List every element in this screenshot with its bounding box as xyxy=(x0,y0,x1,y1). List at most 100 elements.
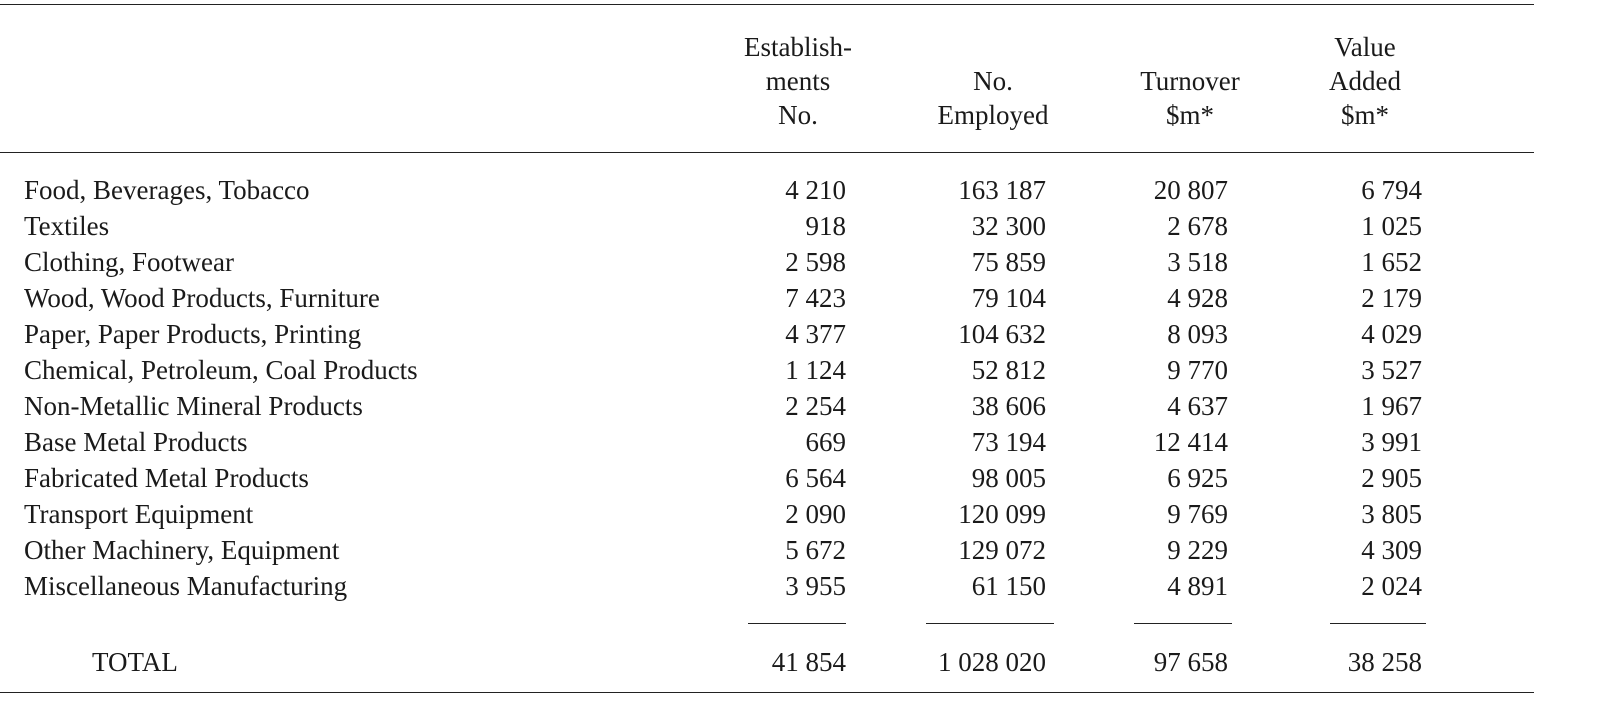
table-row: Non-Metallic Mineral Products 2 254 38 6… xyxy=(0,388,1534,424)
table-row: Food, Beverages, Tobacco 4 210 163 187 2… xyxy=(0,172,1534,208)
table-row: Chemical, Petroleum, Coal Products 1 124… xyxy=(0,352,1534,388)
turnover-cell: 9 770 xyxy=(1167,355,1228,385)
header-turnover-line-2: $m* xyxy=(1165,100,1214,130)
row-label: Fabricated Metal Products xyxy=(24,463,309,493)
value-added-cell: 1 967 xyxy=(1361,391,1422,421)
establishments-cell: 3 955 xyxy=(785,571,846,601)
value-added-cell: 1 652 xyxy=(1361,247,1422,277)
employed-cell: 79 104 xyxy=(971,283,1046,313)
total-value-added: 38 258 xyxy=(1347,647,1422,677)
header-value-added: Value Added $m* xyxy=(1300,30,1430,132)
header-establishments-line-1: Establish- xyxy=(744,32,852,62)
establishments-cell: 6 564 xyxy=(785,463,846,493)
value-added-cell: 2 905 xyxy=(1361,463,1422,493)
table-row: Clothing, Footwear 2 598 75 859 3 518 1 … xyxy=(0,244,1534,280)
value-added-cell: 3 991 xyxy=(1361,427,1422,457)
employed-cell: 120 099 xyxy=(958,499,1046,529)
employed-cell: 38 606 xyxy=(971,391,1046,421)
value-added-cell: 1 025 xyxy=(1361,211,1422,241)
establishments-cell: 4 377 xyxy=(785,319,846,349)
row-label: Chemical, Petroleum, Coal Products xyxy=(24,355,418,385)
header-establishments-line-2: ments xyxy=(765,66,831,96)
value-added-cell: 3 805 xyxy=(1361,499,1422,529)
employed-cell: 32 300 xyxy=(971,211,1046,241)
total-establishments: 41 854 xyxy=(771,647,846,677)
row-label: Non-Metallic Mineral Products xyxy=(24,391,363,421)
turnover-cell: 4 637 xyxy=(1167,391,1228,421)
row-label: Textiles xyxy=(24,211,110,241)
row-label: Base Metal Products xyxy=(24,427,248,457)
row-label: Wood, Wood Products, Furniture xyxy=(24,283,380,313)
top-rule xyxy=(0,4,1534,5)
value-added-sum-rule xyxy=(1330,623,1426,624)
turnover-cell: 9 229 xyxy=(1167,535,1228,565)
total-row: TOTAL 41 854 1 028 020 97 658 38 258 xyxy=(0,644,1534,680)
row-label: Miscellaneous Manufacturing xyxy=(24,571,348,601)
turnover-cell: 3 518 xyxy=(1167,247,1228,277)
turnover-cell: 8 093 xyxy=(1167,319,1228,349)
value-added-cell: 4 309 xyxy=(1361,535,1422,565)
establishments-cell: 2 090 xyxy=(785,499,846,529)
employed-cell: 98 005 xyxy=(971,463,1046,493)
employed-cell: 52 812 xyxy=(971,355,1046,385)
row-label: Clothing, Footwear xyxy=(24,247,234,277)
header-value-added-line-1: Value xyxy=(1334,32,1396,62)
total-employed: 1 028 020 xyxy=(938,647,1046,677)
table-row: Base Metal Products 669 73 194 12 414 3 … xyxy=(0,424,1534,460)
header-turnover-line-1: Turnover xyxy=(1140,66,1240,96)
turnover-cell: 2 678 xyxy=(1167,211,1228,241)
header-employed-line-1: No. xyxy=(973,66,1013,96)
establishments-cell: 5 672 xyxy=(785,535,846,565)
table-row: Fabricated Metal Products 6 564 98 005 6… xyxy=(0,460,1534,496)
establishments-sum-rule xyxy=(748,623,846,624)
employed-cell: 104 632 xyxy=(958,319,1046,349)
row-label: Food, Beverages, Tobacco xyxy=(24,175,310,205)
establishments-cell: 918 xyxy=(805,211,847,241)
row-label: Transport Equipment xyxy=(24,499,254,529)
value-added-cell: 2 179 xyxy=(1361,283,1422,313)
employed-cell: 75 859 xyxy=(971,247,1046,277)
establishments-cell: 669 xyxy=(805,427,847,457)
header-value-added-line-2: Added xyxy=(1329,66,1401,96)
value-added-cell: 4 029 xyxy=(1361,319,1422,349)
establishments-cell: 4 210 xyxy=(785,175,846,205)
employed-sum-rule xyxy=(926,623,1054,624)
value-added-cell: 3 527 xyxy=(1361,355,1422,385)
bottom-rule xyxy=(0,692,1534,693)
row-label: Paper, Paper Products, Printing xyxy=(24,319,362,349)
header-employed-line-2: Employed xyxy=(937,100,1049,130)
table-row: Textiles 918 32 300 2 678 1 025 xyxy=(0,208,1534,244)
turnover-cell: 9 769 xyxy=(1167,499,1228,529)
turnover-cell: 6 925 xyxy=(1167,463,1228,493)
establishments-cell: 1 124 xyxy=(785,355,846,385)
header-establishments-line-3: No. xyxy=(778,100,818,130)
establishments-cell: 2 254 xyxy=(785,391,846,421)
turnover-cell: 4 891 xyxy=(1167,571,1228,601)
table-row: Paper, Paper Products, Printing 4 377 10… xyxy=(0,316,1534,352)
header-rule xyxy=(0,152,1534,153)
employed-cell: 129 072 xyxy=(958,535,1046,565)
header-employed: No. Employed xyxy=(908,64,1078,132)
turnover-cell: 4 928 xyxy=(1167,283,1228,313)
establishments-cell: 2 598 xyxy=(785,247,846,277)
total-turnover: 97 658 xyxy=(1153,647,1228,677)
establishments-cell: 7 423 xyxy=(785,283,846,313)
employed-cell: 61 150 xyxy=(971,571,1046,601)
value-added-cell: 6 794 xyxy=(1361,175,1422,205)
table-row: Miscellaneous Manufacturing 3 955 61 150… xyxy=(0,568,1534,604)
employed-cell: 73 194 xyxy=(971,427,1046,457)
header-establishments: Establish- ments No. xyxy=(718,30,878,132)
turnover-cell: 20 807 xyxy=(1153,175,1228,205)
turnover-sum-rule xyxy=(1134,623,1232,624)
header-turnover: Turnover $m* xyxy=(1110,64,1270,132)
table-row: Transport Equipment 2 090 120 099 9 769 … xyxy=(0,496,1534,532)
total-label: TOTAL xyxy=(92,647,178,677)
header-value-added-line-3: $m* xyxy=(1340,100,1389,130)
value-added-cell: 2 024 xyxy=(1361,571,1422,601)
row-label: Other Machinery, Equipment xyxy=(24,535,340,565)
employed-cell: 163 187 xyxy=(958,175,1046,205)
turnover-cell: 12 414 xyxy=(1153,427,1228,457)
table-row: Wood, Wood Products, Furniture 7 423 79 … xyxy=(0,280,1534,316)
table-row: Other Machinery, Equipment 5 672 129 072… xyxy=(0,532,1534,568)
